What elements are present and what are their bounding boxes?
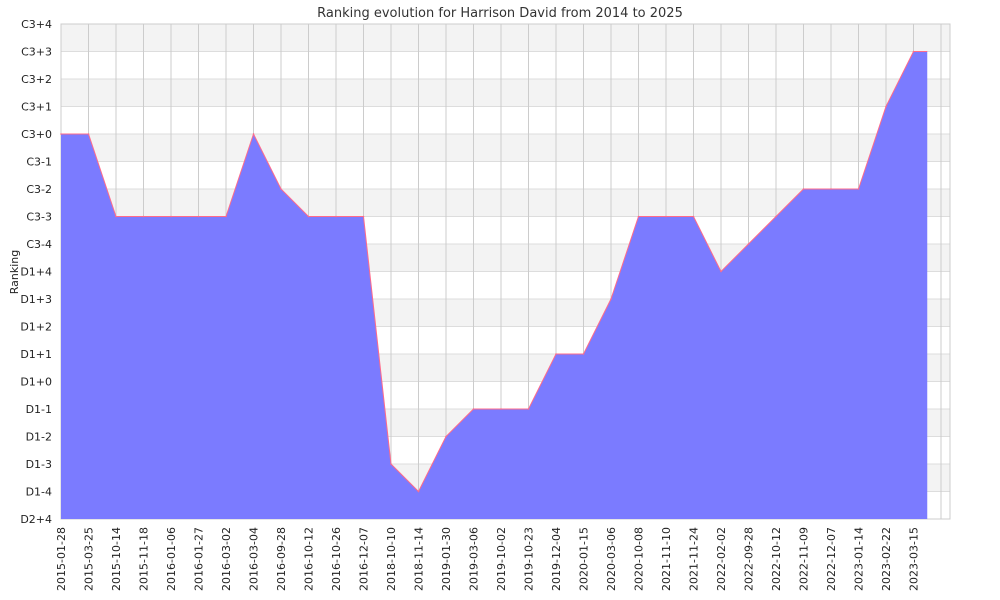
y-tick-label: C3+4 [21,18,52,31]
data-point [362,215,365,218]
data-point [692,215,695,218]
x-tick-label: 2020-10-08 [633,527,646,591]
data-point [417,490,420,493]
x-tick-label: 2016-10-26 [330,527,343,591]
data-point [170,215,172,218]
data-point [225,215,227,218]
x-tick-label: 2016-09-28 [275,527,288,591]
data-point [857,188,860,190]
data-point [142,215,145,218]
data-point [747,243,750,245]
x-tick-label: 2018-10-10 [385,527,398,591]
y-tick-label: D1+0 [20,376,52,389]
data-point [335,215,337,218]
x-tick-label: 2021-11-10 [660,527,673,591]
band-13 [61,134,950,162]
chart-title: Ranking evolution for Harrison David fro… [317,6,683,21]
y-tick-label: D1+4 [20,266,52,279]
data-point [610,298,612,300]
data-point [582,353,585,355]
band-16 [61,51,950,79]
data-point [720,270,722,273]
x-tick-label: 2022-02-02 [715,527,728,591]
data-point [60,133,62,135]
x-tick-label: 2019-10-23 [523,527,536,591]
x-tick-label: 2023-02-22 [880,527,893,591]
y-tick-label: D1+1 [20,348,52,361]
data-point [527,408,530,410]
data-point [472,408,475,410]
x-tick-label: 2020-03-06 [605,527,618,591]
y-tick-label: C3-3 [26,211,52,224]
x-tick-label: 2018-11-14 [413,527,426,591]
x-tick-label: 2016-01-27 [193,527,206,591]
band-17 [61,24,950,52]
x-tick-label: 2019-01-30 [440,527,453,591]
x-tick-label: 2019-03-06 [468,527,481,591]
data-point [445,435,447,438]
y-tick-label: C3-1 [26,156,52,169]
data-point [775,215,777,218]
area-series [60,50,928,519]
y-tick-label: C3+2 [21,73,52,86]
y-tick-label: C3-2 [26,183,52,196]
band-12 [61,161,950,189]
x-tick-label: 2015-01-28 [55,527,68,591]
x-tick-label: 2015-10-14 [110,527,123,591]
y-axis-label: Ranking [8,250,21,295]
data-point [87,133,90,135]
data-point [115,215,117,218]
data-point [197,215,200,218]
x-tick-label: 2015-03-25 [83,527,96,591]
data-point [885,105,887,108]
data-point [912,50,915,53]
x-tick-label: 2021-11-24 [688,527,701,591]
y-tick-label: D1+2 [20,321,52,334]
x-tick-label: 2016-10-12 [303,527,316,591]
x-axis-ticks: 2015-01-28 2015-03-25 2015-10-14 2015-11-18… [55,527,921,591]
x-tick-label: 2020-01-15 [578,527,591,591]
data-point [252,133,255,135]
x-tick-label: 2019-10-02 [495,527,508,591]
x-tick-label: 2022-09-28 [743,527,756,591]
x-tick-label: 2022-12-07 [825,527,838,591]
y-tick-label: D1-2 [26,431,52,444]
x-tick-label: 2016-01-06 [165,527,178,591]
data-point [500,408,502,410]
data-point [280,188,282,190]
x-tick-label: 2016-03-04 [248,527,261,591]
x-tick-label: 2022-10-12 [770,527,783,591]
x-tick-label: 2019-12-04 [550,527,563,591]
y-tick-label: D1-4 [26,486,52,499]
x-tick-label: 2022-11-09 [798,527,811,591]
data-point [390,463,392,465]
x-tick-label: 2015-11-18 [138,527,151,591]
x-tick-label: 2023-03-15 [908,527,921,591]
y-tick-label: D1-1 [26,403,52,416]
data-point [307,215,310,218]
band-15 [61,79,950,107]
x-tick-label: 2016-03-02 [220,527,233,591]
data-point [830,188,832,190]
y-tick-label: D1+3 [20,293,52,306]
x-tick-label: 2023-01-14 [853,527,866,591]
y-tick-label: C3+0 [21,128,52,141]
y-tick-label: C3+3 [21,46,52,59]
y-tick-label: D1-3 [26,458,52,471]
data-point [637,215,640,218]
x-tick-label: 2016-12-07 [358,527,371,591]
y-tick-label: D2+4 [20,513,52,526]
y-tick-label: C3+1 [21,101,52,114]
y-axis-ticks: D2+4 D1-4 D1-3 D1-2 D1-1 D1+0 D1+1 D1+2 D1+3 D1+4… [20,18,52,526]
data-point [555,353,557,355]
area-fill [61,51,928,519]
band-14 [61,106,950,134]
data-point [665,215,667,218]
data-point [802,188,805,190]
y-tick-label: C3-4 [26,238,52,251]
